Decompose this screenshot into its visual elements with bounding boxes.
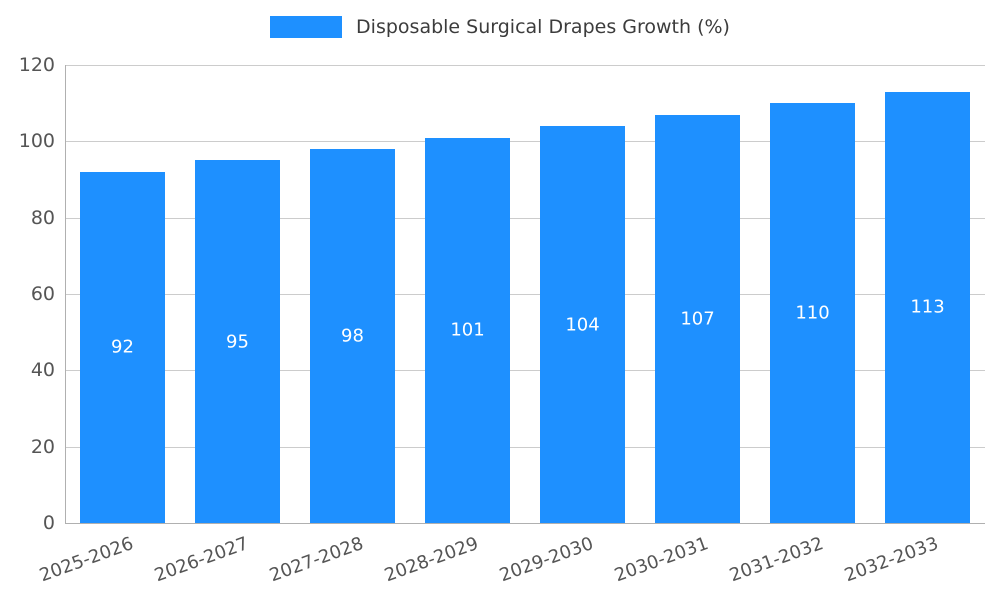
bar-value-label: 104 [565, 314, 600, 336]
bar [309, 148, 396, 523]
bar [769, 103, 856, 523]
bar-value-label: 110 [795, 302, 830, 324]
legend-swatch [270, 16, 343, 38]
x-tick-label: 2030-2031 [611, 533, 711, 587]
x-axis-line [65, 523, 985, 524]
bar [424, 137, 511, 523]
x-tick-label: 2032-2033 [841, 533, 941, 587]
bar-value-label: 95 [226, 331, 249, 353]
gridline [65, 294, 985, 295]
bar [654, 114, 741, 523]
x-tick-label: 2031-2032 [726, 533, 826, 587]
chart-legend: Disposable Surgical Drapes Growth (%) [0, 16, 1000, 38]
y-tick-label: 80 [30, 206, 55, 229]
bar-value-label: 92 [111, 336, 134, 358]
x-tick-label: 2026-2027 [151, 533, 251, 587]
legend-label: Disposable Surgical Drapes Growth (%) [356, 16, 730, 38]
y-tick-label: 0 [42, 512, 55, 534]
x-tick-label: 2029-2030 [496, 533, 596, 587]
x-tick-label: 2028-2029 [381, 533, 481, 587]
x-tick-label: 2027-2028 [266, 533, 366, 587]
y-tick-label: 100 [18, 130, 55, 153]
bar [194, 160, 281, 523]
gridline [65, 446, 985, 448]
bar [884, 91, 971, 523]
y-tick-label: 40 [30, 359, 55, 382]
y-tick-label: 20 [30, 435, 55, 458]
bar [79, 171, 166, 523]
gridline [65, 65, 985, 66]
x-tick-label: 2025-2026 [36, 533, 136, 587]
y-tick-label: 60 [30, 283, 55, 305]
y-axis-line [65, 65, 66, 523]
bar-value-label: 101 [450, 319, 485, 341]
gridline [65, 141, 985, 143]
bar-value-label: 113 [910, 296, 945, 318]
bar [539, 126, 626, 523]
y-tick-label: 120 [18, 54, 55, 76]
gridline [65, 370, 985, 372]
gridline [65, 217, 985, 219]
bar-value-label: 98 [341, 325, 364, 347]
bar-value-label: 107 [680, 308, 715, 330]
